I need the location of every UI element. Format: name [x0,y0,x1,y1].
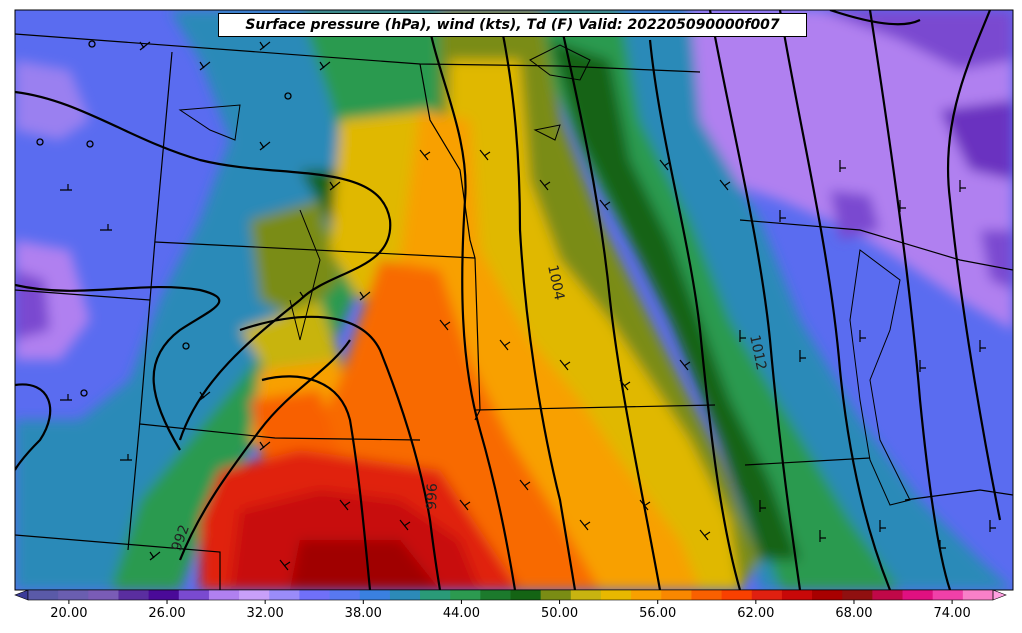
wind-barbs [60,41,996,571]
colorbar-tick-label: 32.00 [247,606,284,621]
colorbar-bin [812,590,843,600]
colorbar-tick-label: 44.00 [443,606,480,621]
colorbar-ticks: 20.00 26.00 32.00 38.00 44.00 50.00 56.00 62.00… [50,600,971,621]
colorbar-bin [58,590,89,600]
colorbar-bin [28,590,59,600]
isobars [15,10,1002,590]
calm-wind-markers [36,40,292,397]
colorbar-tick-label: 50.00 [541,606,578,621]
colorbar-tick-label: 62.00 [737,606,774,621]
colorbar-bin [570,590,602,600]
colorbar-bin [661,590,692,600]
dewpoint-field: 1004 1012 996 992 [15,10,1013,590]
colorbar-bin [329,590,361,600]
colorbar-bin [359,590,391,600]
colorbar-bin [510,590,542,600]
colorbar-bin [299,590,331,600]
colorbar-bin [480,590,511,600]
colorbar-bin [842,590,873,600]
colorbar-border [27,589,994,601]
colorbar-bin [631,590,662,600]
colorbar-bin [600,590,632,600]
colorbar-tick-label: 56.00 [639,606,676,621]
colorbar-bin [751,590,783,600]
colorbar-bin [148,590,180,600]
colorbar-tick-label: 68.00 [835,606,872,621]
colorbar-bin [420,590,451,600]
colorbar-extend-min [14,589,29,601]
colorbar-bin [962,590,994,600]
colorbar-tick-label: 20.00 [50,606,87,621]
contour-label-996: 996 [424,483,441,510]
state-borders [15,33,1013,590]
lake-shores [178,44,911,506]
colorbar-bin [269,590,300,600]
colorbar-tick-label: 38.00 [345,606,382,621]
colorbar-bin [932,590,964,600]
colorbar-tick-label: 26.00 [148,606,185,621]
colorbar-bin [239,590,270,600]
colorbar-bin [872,590,904,600]
colorbar-bin [721,590,753,600]
contour-label-1004: 1004 [544,264,567,302]
colorbar-extend-max [992,589,1007,601]
colorbar-bin [450,590,481,600]
colorbar-bin [88,590,119,600]
colorbar-bin [208,590,240,600]
map-title: Surface pressure (hPa), wind (kts), Td (… [218,13,807,37]
colorbar-bin [781,590,813,600]
colorbar [14,589,1007,601]
contour-label-1012: 1012 [746,334,769,372]
colorbar-bin [540,590,572,600]
colorbar-bin [178,590,210,600]
colorbar-bin [902,590,934,600]
colorbar-bin [389,590,421,600]
colorbar-bin [118,590,150,600]
colorbar-bin [691,590,723,600]
colorbar-tick-label: 74.00 [934,606,971,621]
